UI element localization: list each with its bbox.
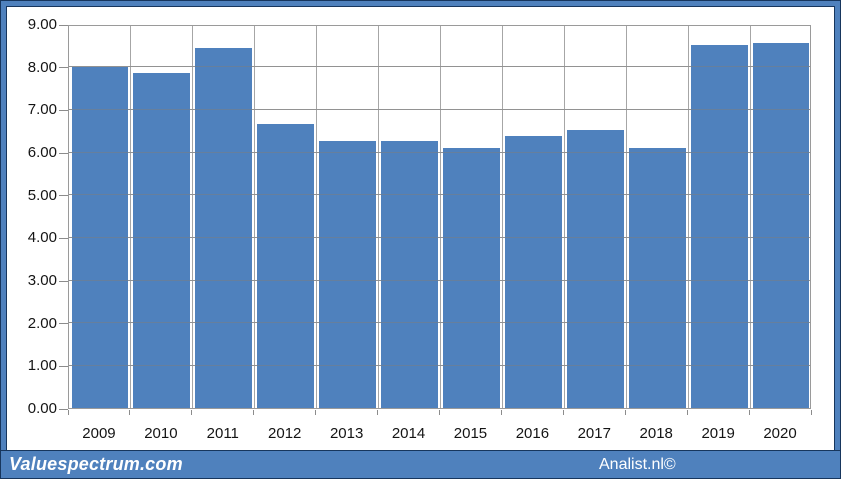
y-tick-label: 6.00 [27, 144, 57, 161]
bar-2012 [257, 124, 315, 408]
x-tick-mark [377, 410, 379, 415]
y-tick-mark [59, 237, 68, 239]
y-tick-mark [59, 67, 68, 69]
bar-2011 [195, 48, 253, 408]
horizontal-gridline-overlay [69, 66, 810, 68]
bar-2016 [504, 135, 562, 408]
y-tick-label: 2.00 [27, 314, 57, 332]
vertical-gridline [254, 26, 256, 408]
x-tick-label: 2018 [639, 425, 673, 442]
x-tick-mark [129, 410, 131, 415]
horizontal-gridline-overlay [69, 236, 810, 238]
horizontal-gridline-overlay [69, 364, 810, 366]
bar-2019 [690, 44, 748, 408]
valuespectrum-brand: Valuespectrum.com [9, 454, 183, 474]
vertical-gridline [501, 26, 503, 408]
x-tick-mark [191, 410, 193, 415]
bar-2013 [319, 141, 377, 408]
x-tick-mark [686, 410, 688, 415]
x-tick-mark [624, 410, 626, 415]
horizontal-gridline-overlay [69, 279, 810, 281]
bar-2017 [566, 129, 624, 408]
y-tick-label: 3.00 [27, 272, 57, 289]
vertical-gridline [440, 26, 441, 408]
bar-2018 [628, 147, 686, 408]
x-tick-mark [315, 410, 317, 415]
x-tick-label: 2019 [701, 425, 735, 442]
y-tick-mark [59, 408, 68, 410]
y-tick-mark [59, 195, 68, 197]
y-tick-label: 9.00 [27, 16, 57, 33]
x-tick-mark [748, 410, 750, 415]
y-tick-mark [59, 365, 68, 367]
x-tick-label: 2010 [144, 425, 178, 442]
y-tick-label: 7.00 [27, 101, 57, 119]
footer-bar: Valuespectrum.com Analist.nl© [1, 450, 840, 478]
x-tick-label: 2017 [577, 425, 611, 442]
y-tick-mark [59, 323, 68, 325]
vertical-gridline [316, 26, 318, 408]
bar-2014 [381, 141, 438, 408]
vertical-gridline [563, 26, 565, 408]
x-tick-mark [500, 410, 502, 415]
x-tick-mark [253, 410, 255, 415]
horizontal-gridline-overlay [69, 108, 810, 110]
bar-2020 [752, 42, 810, 408]
horizontal-gridline-overlay [69, 194, 810, 196]
bar-2010 [133, 73, 191, 408]
analist-brand: Analist.nl© [599, 456, 676, 473]
x-tick-label: 2012 [268, 425, 302, 442]
y-tick-mark [59, 280, 68, 282]
x-tick-label: 2020 [763, 425, 797, 442]
y-tick-label: 1.00 [27, 357, 57, 375]
x-tick-mark [439, 410, 440, 415]
y-tick-label: 0.00 [27, 400, 57, 417]
vertical-gridline [687, 26, 689, 408]
bar-2015 [443, 147, 500, 408]
plot-area [68, 25, 811, 409]
y-tick-mark [59, 152, 68, 154]
horizontal-gridline-overlay [69, 322, 810, 324]
vertical-gridline [378, 26, 380, 408]
vertical-gridline [192, 26, 194, 408]
x-tick-label: 2009 [82, 425, 116, 442]
x-tick-label: 2013 [329, 425, 364, 442]
vertical-gridline [749, 26, 751, 408]
x-tick-label: 2016 [515, 425, 550, 442]
y-tick-label: 8.00 [27, 58, 57, 76]
y-tick-label: 5.00 [27, 186, 57, 204]
x-tick-mark [810, 410, 812, 415]
vertical-gridline [130, 26, 132, 408]
y-tick-label: 4.00 [27, 229, 57, 247]
vertical-gridline [625, 26, 627, 408]
y-tick-mark [59, 109, 68, 111]
y-tick-mark [59, 24, 68, 26]
x-tick-mark [67, 410, 69, 415]
x-tick-mark [562, 410, 564, 415]
x-tick-label: 2011 [206, 425, 239, 442]
x-tick-label: 2014 [391, 425, 426, 442]
horizontal-gridline-overlay [69, 151, 810, 153]
x-tick-label: 2015 [453, 425, 488, 442]
